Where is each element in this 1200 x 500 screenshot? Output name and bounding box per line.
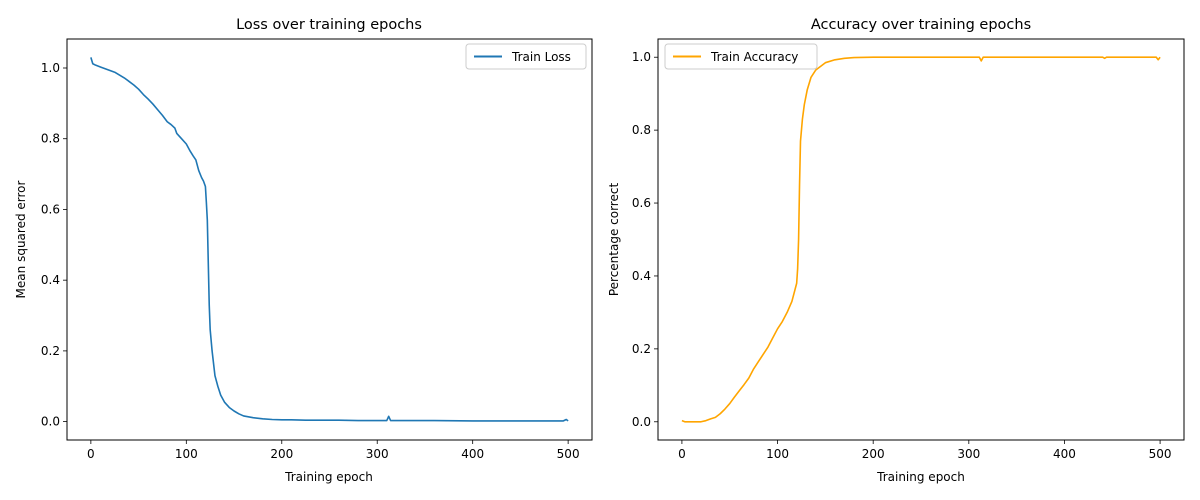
accuracy-legend-label: Train Accuracy bbox=[710, 50, 798, 64]
loss-chart: Loss over training epochs 0.00.20.40.60.… bbox=[14, 17, 593, 484]
loss-x-tick-label: 500 bbox=[557, 447, 580, 461]
accuracy-legend: Train Accuracy bbox=[664, 43, 818, 70]
accuracy-x-tick-label: 400 bbox=[1053, 447, 1076, 461]
accuracy-y-tick-label: 1.0 bbox=[632, 50, 651, 64]
accuracy-chart: Accuracy over training epochs 0.00.20.40… bbox=[607, 17, 1185, 484]
accuracy-x-tick-label: 0 bbox=[678, 447, 686, 461]
accuracy-x-tick-label: 500 bbox=[1149, 447, 1172, 461]
loss-x-ticks: 0 100 200 300 400 500 bbox=[87, 440, 580, 461]
loss-chart-title: Loss over training epochs bbox=[236, 17, 422, 33]
loss-x-tick-label: 400 bbox=[461, 447, 484, 461]
loss-y-ticks: 0.0 0.2 0.4 0.6 0.8 1.0 bbox=[41, 61, 67, 429]
loss-series bbox=[90, 57, 569, 422]
loss-x-tick-label: 0 bbox=[87, 447, 95, 461]
loss-x-axis-label: Training epoch bbox=[284, 470, 373, 484]
accuracy-y-tick-label: 0.8 bbox=[632, 123, 651, 137]
accuracy-y-tick-label: 0.6 bbox=[632, 196, 651, 210]
accuracy-plot-frame bbox=[657, 38, 1185, 441]
accuracy-x-axis-label: Training epoch bbox=[876, 470, 965, 484]
accuracy-legend-box bbox=[664, 43, 818, 70]
loss-y-tick-label: 0.6 bbox=[41, 202, 60, 216]
accuracy-y-tick-label: 0.2 bbox=[632, 342, 651, 356]
loss-x-tick-label: 100 bbox=[175, 447, 198, 461]
loss-legend-box bbox=[465, 43, 587, 70]
accuracy-x-tick-label: 200 bbox=[862, 447, 885, 461]
loss-y-tick-label: 0.4 bbox=[41, 273, 60, 287]
accuracy-series-line bbox=[681, 56, 1161, 423]
loss-legend-label: Train Loss bbox=[511, 50, 571, 64]
accuracy-y-axis-label: Percentage correct bbox=[607, 183, 621, 297]
accuracy-x-ticks: 0 100 200 300 400 500 bbox=[678, 440, 1172, 461]
loss-y-tick-label: 0.8 bbox=[41, 132, 60, 146]
accuracy-series bbox=[681, 56, 1161, 423]
loss-legend: Train Loss bbox=[465, 43, 587, 70]
accuracy-chart-title: Accuracy over training epochs bbox=[811, 17, 1031, 33]
loss-x-tick-label: 300 bbox=[366, 447, 389, 461]
loss-plot-frame bbox=[66, 38, 593, 441]
loss-y-axis-label: Mean squared error bbox=[14, 180, 28, 298]
accuracy-y-tick-label: 0.0 bbox=[632, 415, 651, 429]
loss-series-line bbox=[90, 57, 569, 422]
loss-y-tick-label: 0.2 bbox=[41, 344, 60, 358]
accuracy-y-ticks: 0.0 0.2 0.4 0.6 0.8 1.0 bbox=[632, 50, 658, 429]
loss-x-tick-label: 200 bbox=[270, 447, 293, 461]
accuracy-y-tick-label: 0.4 bbox=[632, 269, 651, 283]
loss-y-tick-label: 1.0 bbox=[41, 61, 60, 75]
loss-y-tick-label: 0.0 bbox=[41, 415, 60, 429]
accuracy-x-tick-label: 100 bbox=[766, 447, 789, 461]
accuracy-x-tick-label: 300 bbox=[957, 447, 980, 461]
